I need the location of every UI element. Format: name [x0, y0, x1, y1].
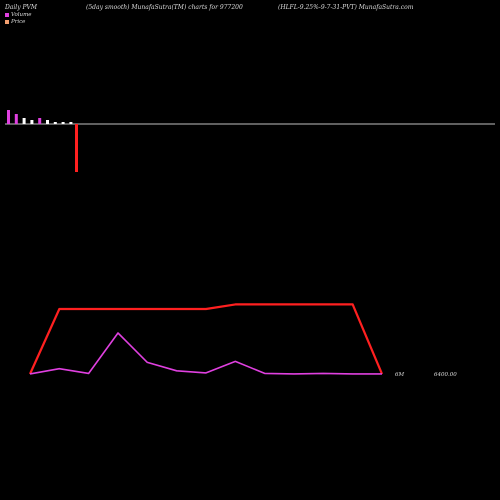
volume-bar	[14, 114, 18, 124]
volume-bar	[38, 118, 42, 124]
y-axis-label-volume: 6M	[395, 372, 404, 378]
volume-bar	[7, 110, 10, 124]
volume-bar	[61, 122, 65, 124]
volume-bar	[30, 120, 34, 124]
volume-bar	[69, 122, 73, 124]
legend-volume-swatch	[5, 13, 9, 17]
volume-bar	[46, 120, 49, 124]
legend-price: Price	[5, 19, 25, 25]
volume-bar	[75, 124, 78, 172]
y-axis-label-price: 6400.00	[434, 372, 457, 378]
volume-line	[29, 332, 382, 375]
legend-volume: Volume	[5, 12, 32, 18]
legend-price-swatch	[5, 19, 9, 24]
legend-price-label: Price	[11, 18, 26, 25]
volume-bar	[22, 118, 26, 124]
volume-bars	[7, 110, 78, 172]
chart-header-left: Daily PVM	[5, 4, 38, 11]
chart-header-right: (HLFL-9.25%-9-7-31-PVT) MunafaSutra.com	[278, 4, 414, 11]
legend-volume-label: Volume	[11, 12, 32, 18]
volume-bar	[53, 122, 57, 124]
price-line	[28, 303, 384, 375]
chart-header-title: (5day smooth) MunafaSutra(TM) charts for…	[86, 4, 243, 11]
